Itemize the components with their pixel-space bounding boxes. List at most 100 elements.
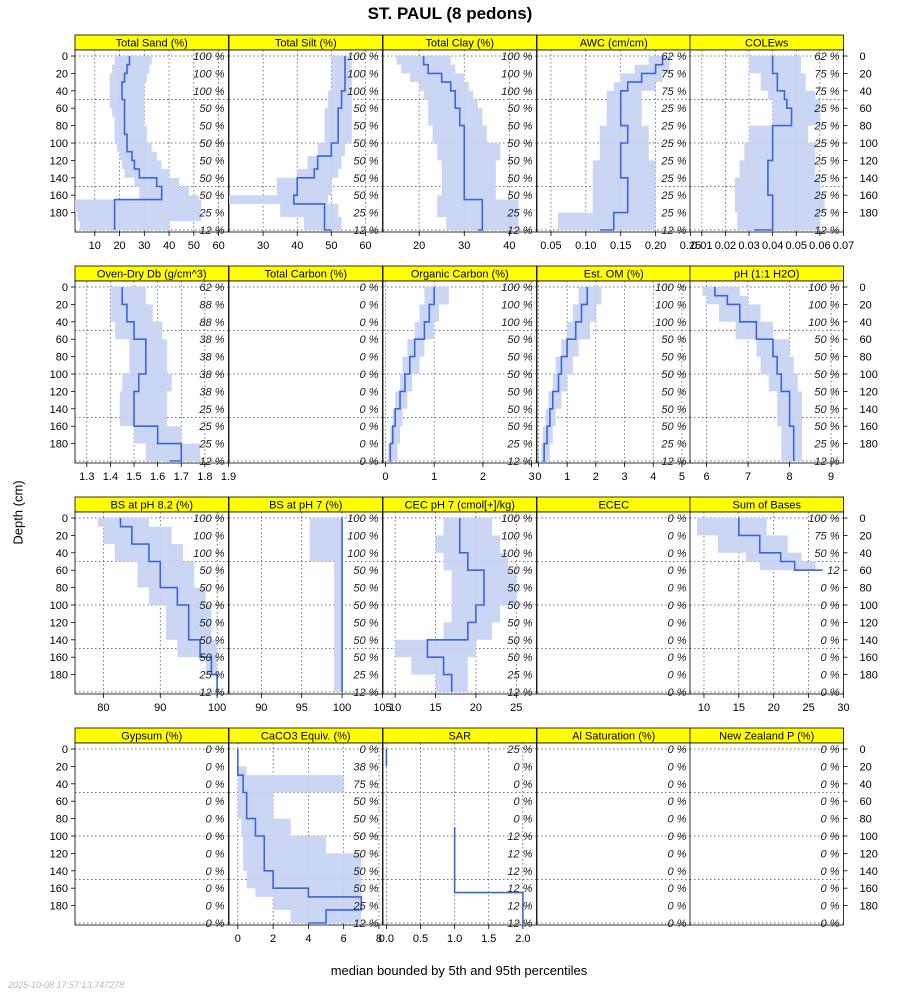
median-line (121, 287, 183, 462)
x-tick-label: 15 (733, 702, 745, 714)
data-percent-label: 38 % (199, 352, 224, 364)
x-tick-label: 105 (373, 702, 391, 714)
data-percent-label: 75 % (661, 86, 686, 98)
data-percent-label: 62 % (661, 51, 686, 63)
x-tick-label: 0.05 (540, 240, 561, 252)
panel-title: Total Sand (%) (116, 38, 188, 50)
panel-2: Total Silt (%) 100 % 100 % 100 % 50 % 50 % 50 … (228, 34, 383, 252)
data-percent-label: 50 % (199, 652, 224, 664)
depth-tick-label: 180 (50, 439, 68, 451)
percentile-band (386, 287, 449, 461)
depth-tick-label: 0 (860, 744, 866, 756)
panel-12: BS at pH 7 (%) 100 % 100 % 100 % 50 % 50 % 50 … (228, 496, 392, 714)
data-percent-label: 25 % (352, 901, 378, 913)
data-percent-label: 100 % (655, 299, 686, 311)
data-percent-label: 62 % (199, 282, 224, 294)
panel-20: New Zealand P (%) 0 % 0 % 0 % 0 % 0 % 0 % 0 % 0 … (689, 727, 878, 930)
data-percent-label: 50 % (661, 421, 686, 433)
data-percent-label: 50 % (199, 565, 224, 577)
data-percent-label: 25 % (660, 138, 686, 150)
data-percent-label: 12 % (814, 225, 839, 237)
x-tick-label: 20 (768, 702, 780, 714)
data-percent-label: 88 % (199, 317, 224, 329)
data-percent-label: 0 % (668, 883, 687, 895)
data-percent-label: 50 % (353, 617, 378, 629)
data-percent-label: 50 % (199, 138, 224, 150)
data-percent-label: 0 % (821, 687, 840, 699)
data-percent-label: 0 % (821, 901, 840, 913)
data-percent-label: 50 % (661, 386, 686, 398)
data-percent-label: 50 % (353, 565, 378, 577)
data-percent-label: 0 % (206, 866, 225, 878)
median-line (113, 56, 163, 230)
depth-tick-label: 80 (860, 814, 872, 826)
depth-tick-label: 0 (62, 513, 68, 525)
x-tick-label: 10 (698, 702, 710, 714)
data-percent-label: 0 % (668, 866, 687, 878)
panel-title: Oven-Dry Db (g/cm^3) (97, 269, 207, 281)
data-percent-label: 50 % (814, 404, 839, 416)
data-percent-label: 75 % (661, 68, 686, 80)
depth-tick-label: 100 (50, 369, 68, 381)
percentile-band (550, 56, 670, 230)
data-percent-label: 100 % (193, 86, 224, 98)
depth-tick-label: 100 (860, 831, 878, 843)
depth-tick-label: 0 (860, 51, 866, 63)
depth-tick-label: 100 (50, 831, 68, 843)
x-tick-label: 20 (113, 240, 125, 252)
panel-8: Organic Carbon (%)100 %100 %100 %50 %50 … (382, 265, 537, 483)
data-percent-label: 100 % (501, 513, 532, 525)
depth-tick-label: 160 (860, 421, 878, 433)
depth-tick-label: 160 (860, 883, 878, 895)
panel-16: Gypsum (%) 0 % 0 % 0 % 0 % 0 % 0 % 0 % 0 % 0 % 0 %… (50, 727, 229, 930)
panel-7: Total Carbon (%) 0 % 0 % 0 % 0 % 0 % 0 % 0 % 0 %… (228, 265, 383, 468)
panel-frame (74, 742, 229, 926)
data-percent-label: 50 % (814, 334, 839, 346)
data-percent-label: 0 % (821, 866, 840, 878)
x-tick-label: 0 (535, 471, 541, 483)
data-percent-label: 0 % (206, 761, 225, 773)
percentile-band (309, 518, 343, 692)
x-tick-label: 0.01 (691, 240, 712, 252)
x-tick-label: 80 (97, 702, 109, 714)
depth-tick-label: 0 (860, 282, 866, 294)
x-tick-label: 1.5 (126, 471, 141, 483)
x-tick-label: 1.8 (197, 471, 212, 483)
data-percent-label: 50 % (199, 155, 224, 167)
data-percent-label: 50 % (353, 121, 378, 133)
percentile-band (110, 287, 201, 461)
panel-frame (689, 742, 844, 926)
data-percent-label: 100 % (347, 51, 378, 63)
data-percent-label: 12 % (353, 225, 378, 237)
x-tick-label: 10 (89, 240, 101, 252)
data-percent-label: 50 % (814, 548, 839, 560)
data-percent-label: 50 % (353, 814, 378, 826)
depth-tick-label: 60 (860, 103, 872, 115)
x-tick-label: 6 (704, 471, 710, 483)
x-tick-label: 0.15 (610, 240, 631, 252)
data-percent-label: 0 % (206, 848, 225, 860)
data-percent-label: 25 % (660, 155, 686, 167)
data-percent-label: 0 % (668, 617, 687, 629)
data-percent-label: 50 % (353, 103, 378, 115)
depth-tick-label: 140 (50, 635, 68, 647)
data-percent-label: 100 % (501, 51, 532, 63)
data-percent-label: 12 % (507, 225, 532, 237)
x-tick-label: 4 (305, 933, 311, 945)
data-percent-label: 50 % (507, 369, 532, 381)
data-percent-label: 12 % (507, 831, 532, 843)
data-percent-label: 12 % (199, 456, 224, 468)
depth-tick-label: 0 (62, 282, 68, 294)
x-tick-label: 0.5 (413, 933, 428, 945)
data-percent-label: 50 % (199, 173, 224, 185)
data-percent-label: 12 % (661, 225, 686, 237)
data-percent-label: 0 % (668, 779, 687, 791)
data-percent-label: 25 % (660, 439, 686, 451)
panel-title: Organic Carbon (%) (411, 269, 509, 281)
x-tick-label: 50 (325, 240, 337, 252)
data-percent-label: 50 % (199, 190, 224, 202)
data-percent-label: 25 % (198, 439, 224, 451)
panel-title: Total Clay (%) (426, 38, 494, 50)
data-percent-label: 12 % (507, 918, 532, 930)
data-percent-label: 0 % (206, 744, 225, 756)
